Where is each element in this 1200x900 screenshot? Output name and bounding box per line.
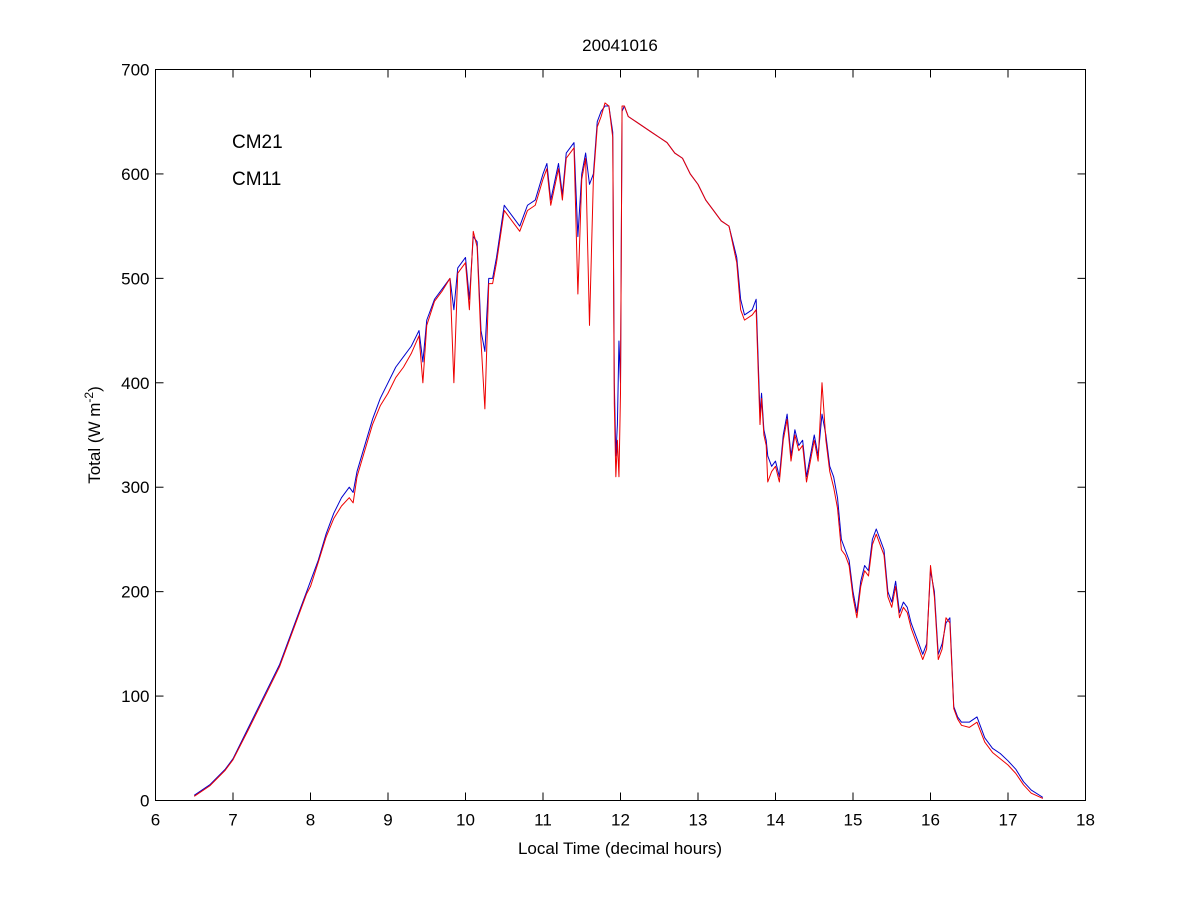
y-tick-label: 400 xyxy=(121,374,149,393)
x-tick-label: 10 xyxy=(456,811,475,830)
y-axis-label-main: Total (W m xyxy=(85,403,104,484)
x-axis: 6 7 8 9 10 11 12 13 14 15 16 17 18 xyxy=(151,69,1095,830)
x-tick-label: 11 xyxy=(534,811,552,830)
y-axis-label: Total (W m-2) xyxy=(82,386,104,484)
x-tick-label: 18 xyxy=(1076,811,1095,830)
series-line-cm11 xyxy=(193,102,1044,799)
x-tick-label: 9 xyxy=(383,811,392,830)
x-tick-label: 6 xyxy=(151,811,160,830)
y-axis-label-end: ) xyxy=(85,386,104,392)
x-tick-label: 7 xyxy=(228,811,237,830)
y-axis: 0 100 200 300 400 500 600 700 xyxy=(121,61,1086,811)
series-group xyxy=(193,102,1044,799)
x-tick-label: 8 xyxy=(306,811,315,830)
x-tick-label: 13 xyxy=(689,811,708,830)
x-tick-label: 14 xyxy=(766,811,785,830)
legend: CM21 CM11 xyxy=(232,132,283,190)
legend-entry-cm21: CM21 xyxy=(232,132,283,153)
y-tick-label: 500 xyxy=(121,269,149,288)
y-axis-label-superscript: -2 xyxy=(82,392,96,403)
x-tick-label: 15 xyxy=(844,811,863,830)
y-tick-label: 300 xyxy=(121,478,149,497)
x-tick-label: 16 xyxy=(921,811,940,830)
y-tick-label: 600 xyxy=(121,165,149,184)
x-tick-label: 17 xyxy=(999,811,1018,830)
y-tick-label: 700 xyxy=(121,61,149,80)
y-tick-label: 200 xyxy=(121,583,149,602)
legend-entry-cm11: CM11 xyxy=(232,169,281,190)
chart-title: 20041016 xyxy=(582,36,658,55)
y-tick-label: 100 xyxy=(121,687,149,706)
x-axis-label: Local Time (decimal hours) xyxy=(518,839,722,858)
y-tick-label: 0 xyxy=(140,792,149,811)
x-tick-label: 12 xyxy=(611,811,630,830)
